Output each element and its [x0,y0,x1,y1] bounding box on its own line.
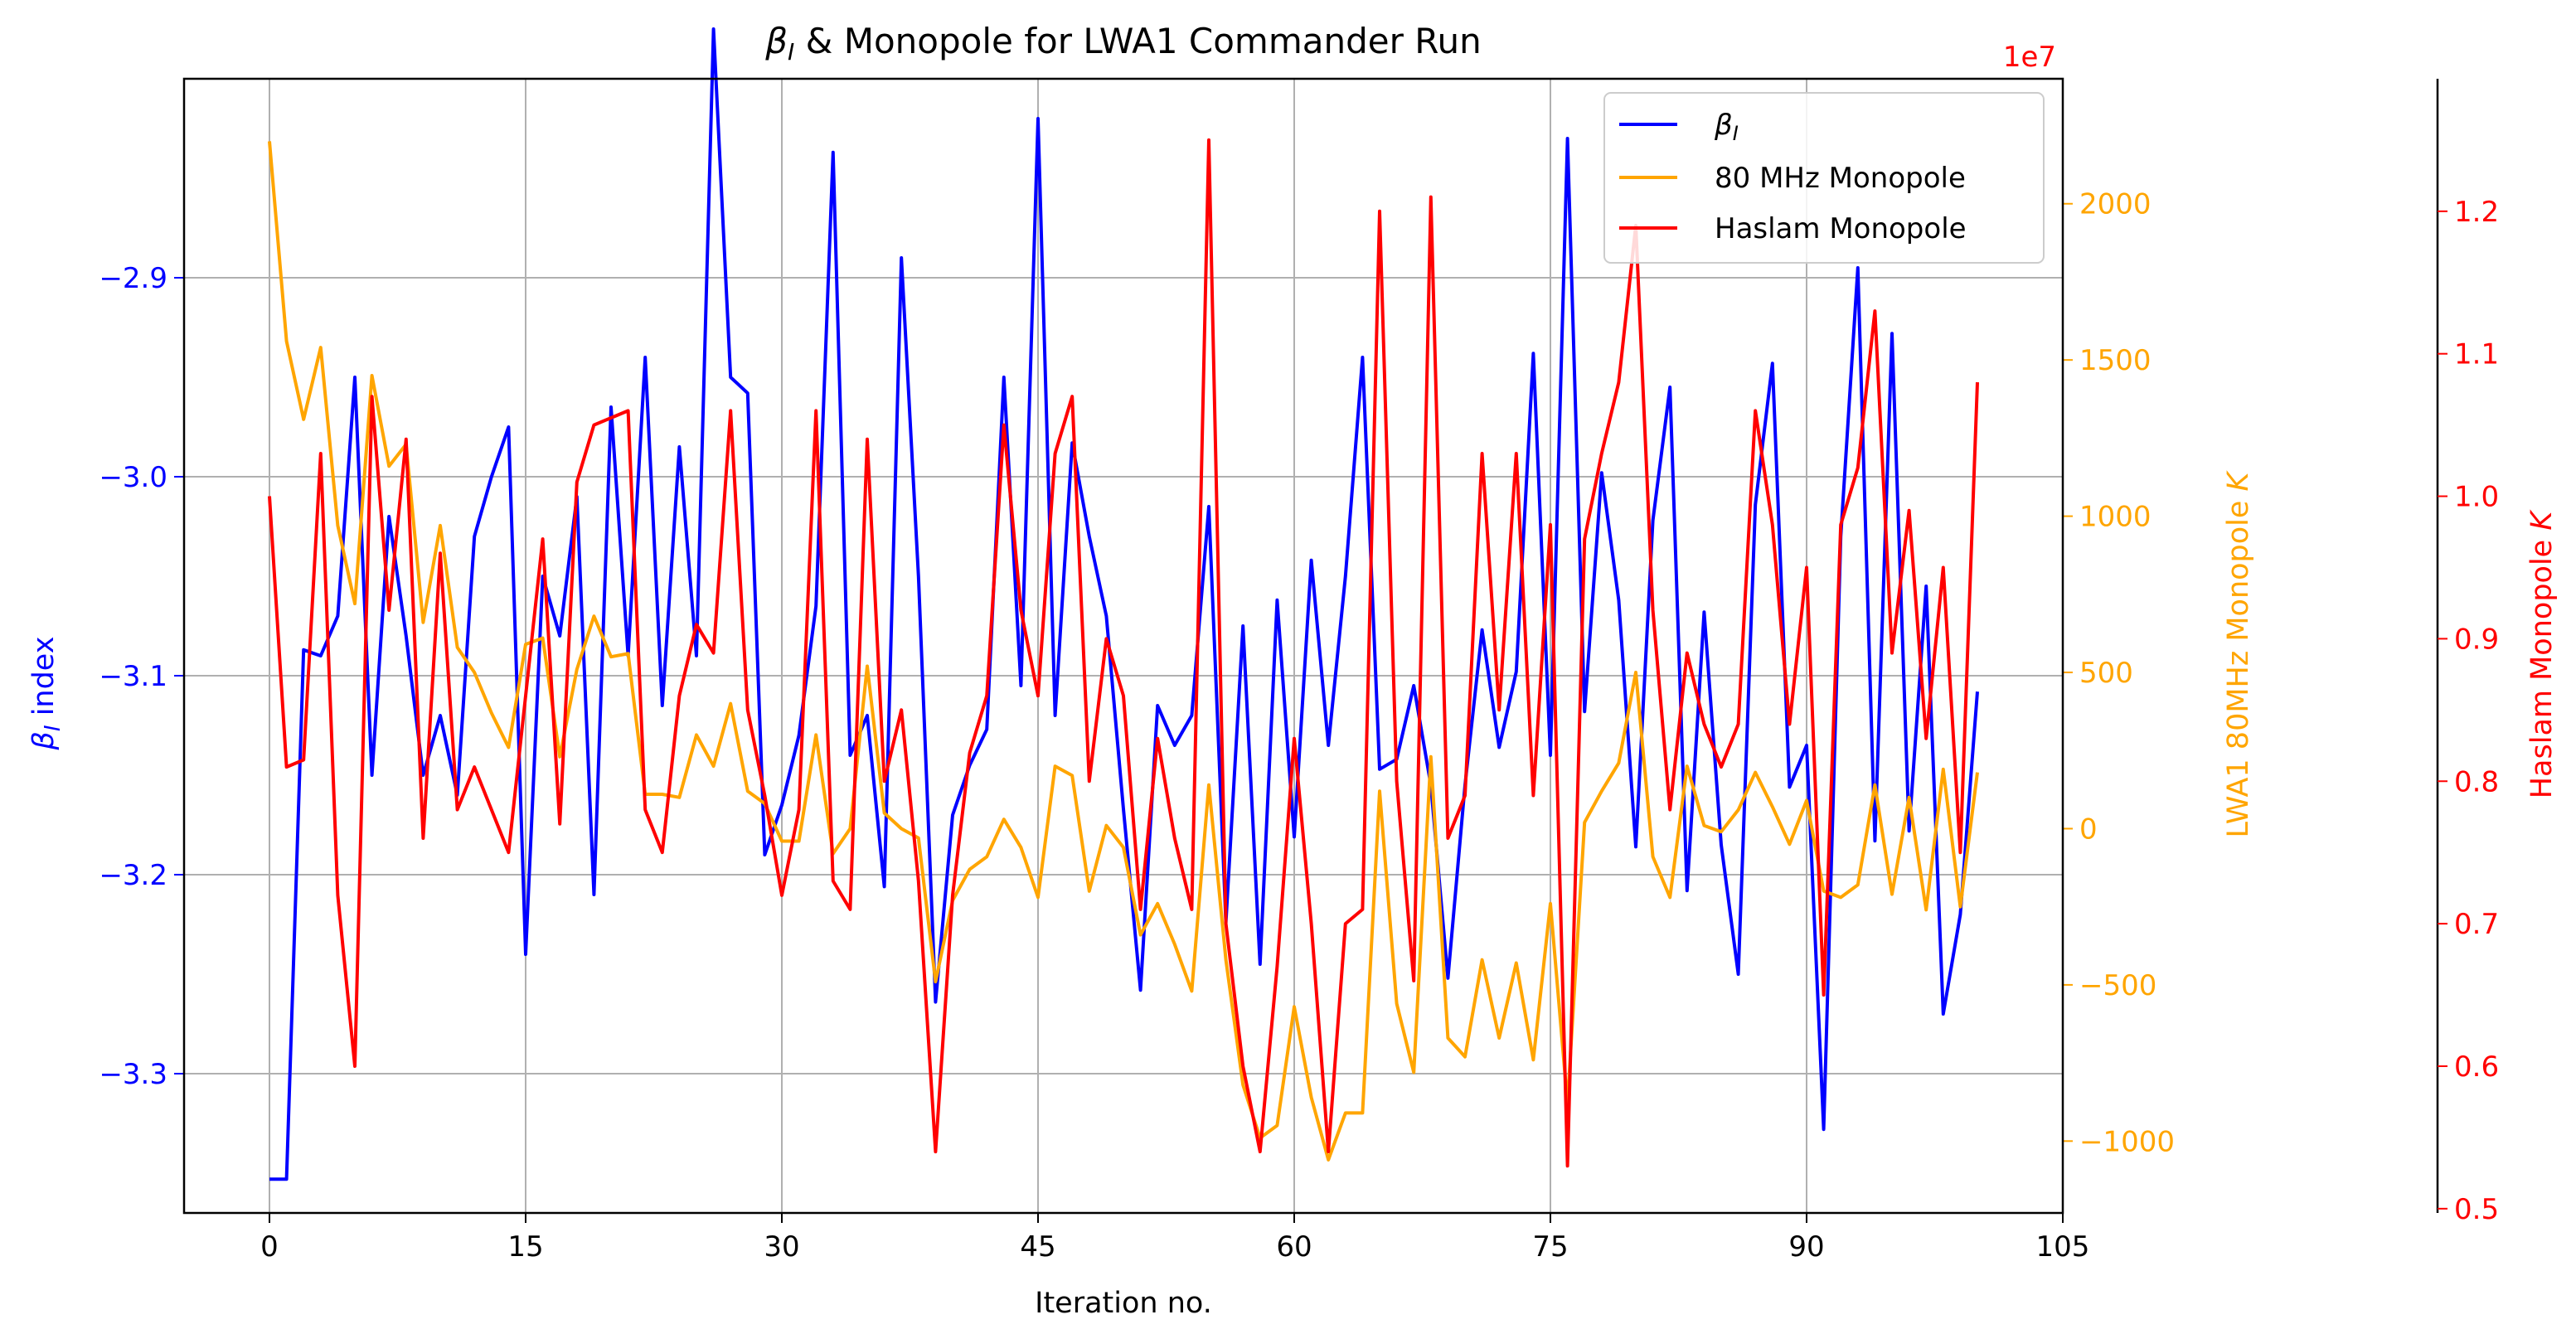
x-tick-label: 0 [260,1230,279,1264]
right2-tick-label: 0.6 [2454,1050,2499,1084]
x-tick-label: 30 [764,1230,799,1264]
chart-title-beta: β [764,21,788,61]
x-tick-label: 75 [1532,1230,1568,1264]
right2-axis-title: Haslam Monopole K [2525,509,2559,799]
x-tick-label: 90 [1788,1230,1824,1264]
left-tick-label: −3.3 [99,1058,167,1091]
x-axis-title: Iteration no. [1035,1287,1212,1320]
right1-tick-label: 1000 [2079,501,2152,534]
chart-title: βI & Monopole for LWA1 Commander Run [764,21,1482,65]
legend-label-beta-sub: I [1733,122,1739,145]
right2-tick-label: 1.2 [2454,196,2499,229]
right1-tick-label: 0 [2079,813,2098,846]
x-tick-label: 15 [507,1230,543,1264]
right1-tick-label: −500 [2079,969,2156,1002]
x-tick-label: 60 [1276,1230,1312,1264]
right2-tick-label: 0.8 [2454,765,2499,798]
series-line-left [269,27,1979,1181]
x-tick-label: 105 [2036,1230,2090,1264]
right1-tick-label: 500 [2079,657,2133,690]
right2-tick-label: 0.9 [2454,623,2499,656]
legend-label-haslam: Haslam Monopole [1715,212,1967,245]
axis-layer: 0 15 30 45 60 75 90 105 −2.9 −3.0 −3.1 −3.2 −3.3 2000… [99,79,2499,1264]
right1-tick-label: 1500 [2079,344,2152,377]
legend-label-beta: βI [1714,109,1739,145]
series-layer [268,27,1979,1181]
right2-axis-title-k: K [2525,509,2559,531]
right1-tick-label: 2000 [2079,188,2152,221]
left-tick-label: −3.1 [99,660,167,693]
right1-axis-title-text: LWA1 80MHz Monopole [2222,491,2255,837]
right2-tick-label: 1.1 [2454,338,2499,371]
left-axis-title: βI index [27,637,65,751]
right2-tick-label: 1.0 [2454,481,2499,514]
right2-axis-title-text: Haslam Monopole [2525,531,2559,799]
right1-axis-title-k: K [2222,469,2255,491]
legend-box [1603,92,2045,264]
right1-tick-label: −1000 [2079,1125,2175,1158]
plot-frame [182,77,2064,1215]
chart-title-sub: I [788,38,794,65]
right1-offset-label: 1e7 [2003,41,2056,74]
x-tick-label: 45 [1020,1230,1055,1264]
left-tick-label: −2.9 [99,262,167,295]
right2-tick-label: 0.7 [2454,908,2499,941]
left-tick-label: −3.0 [99,461,167,494]
legend-label-80mhz: 80 MHz Monopole [1715,162,1966,195]
left-tick-label: −3.2 [99,859,167,892]
left-axis-title-sub: I [41,725,65,731]
left-axis-title-rest: index [27,637,61,725]
right1-axis-title: LWA1 80MHz Monopole K [2222,469,2255,837]
legend: βI 80 MHz Monopole Haslam Monopole [1603,92,2045,264]
chart-title-rest: & Monopole for LWA1 Commander Run [794,21,1481,61]
right2-tick-label: 0.5 [2454,1193,2499,1226]
series-line-right2 [268,138,1979,1168]
legend-label-beta-main: β [1714,109,1733,142]
left-axis-title-beta: β [27,731,61,750]
grid-layer [184,79,2064,1213]
